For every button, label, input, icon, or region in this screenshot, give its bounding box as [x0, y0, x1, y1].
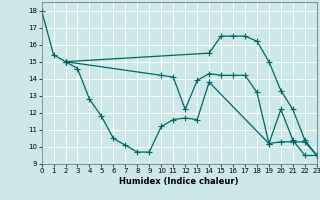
X-axis label: Humidex (Indice chaleur): Humidex (Indice chaleur)	[119, 177, 239, 186]
